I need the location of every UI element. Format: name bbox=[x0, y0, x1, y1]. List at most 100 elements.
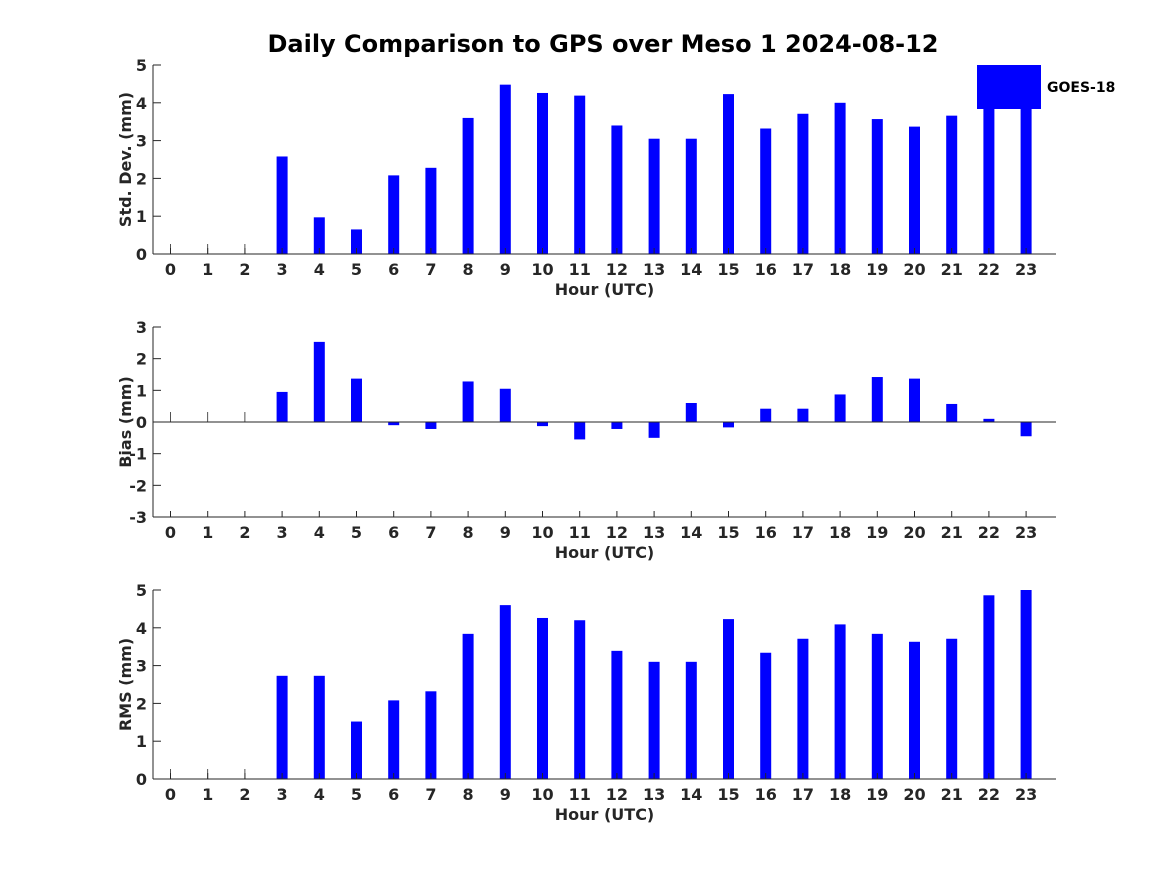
bar bbox=[425, 167, 437, 254]
x-tick-label: 9 bbox=[500, 260, 511, 279]
bar bbox=[723, 422, 734, 428]
bar bbox=[276, 675, 288, 779]
bar bbox=[834, 394, 846, 422]
x-tick-label: 14 bbox=[680, 785, 702, 804]
bar bbox=[388, 422, 400, 426]
bar bbox=[351, 378, 362, 422]
x-tick-label: 14 bbox=[680, 260, 702, 279]
x-tick-label: 0 bbox=[165, 785, 176, 804]
y-tick-label: 2 bbox=[136, 694, 147, 713]
x-tick-label: 2 bbox=[239, 260, 250, 279]
x-tick-label: 2 bbox=[239, 785, 250, 804]
x-tick-label: 14 bbox=[680, 523, 702, 542]
bar bbox=[351, 721, 362, 779]
x-tick-label: 16 bbox=[755, 260, 777, 279]
x-tick-label: 15 bbox=[717, 785, 739, 804]
x-tick-label: 0 bbox=[165, 523, 176, 542]
x-tick-label: 19 bbox=[866, 260, 888, 279]
bar bbox=[574, 620, 586, 779]
bar bbox=[574, 95, 586, 254]
y-tick-label: 1 bbox=[136, 381, 147, 400]
bar bbox=[909, 378, 920, 422]
x-tick-label: 3 bbox=[277, 523, 288, 542]
y-tick-label: 4 bbox=[136, 94, 147, 113]
bar bbox=[462, 381, 474, 422]
y-tick-label: -3 bbox=[129, 508, 147, 527]
x-tick-label: 20 bbox=[903, 523, 925, 542]
bar bbox=[611, 650, 623, 779]
x-tick-label: 20 bbox=[903, 785, 925, 804]
x-tick-label: 21 bbox=[941, 785, 963, 804]
bar bbox=[313, 675, 325, 779]
y-tick-label: 3 bbox=[136, 318, 147, 337]
x-tick-label: 6 bbox=[388, 523, 399, 542]
bar bbox=[425, 691, 437, 779]
x-tick-label: 23 bbox=[1015, 785, 1037, 804]
legend-label: GOES-18 bbox=[1047, 80, 1115, 96]
bar bbox=[983, 418, 995, 422]
x-tick-label: 13 bbox=[643, 785, 665, 804]
x-tick-label: 10 bbox=[531, 523, 553, 542]
x-tick-label: 12 bbox=[606, 785, 628, 804]
bar bbox=[983, 72, 995, 254]
bar bbox=[499, 605, 511, 779]
x-tick-label: 5 bbox=[351, 260, 362, 279]
x-tick-label: 5 bbox=[351, 785, 362, 804]
bar bbox=[462, 633, 474, 779]
bar bbox=[648, 422, 660, 438]
x-tick-label: 15 bbox=[717, 523, 739, 542]
x-tick-label: 12 bbox=[606, 523, 628, 542]
bar bbox=[685, 403, 697, 422]
x-tick-label: 10 bbox=[531, 785, 553, 804]
x-tick-label: 8 bbox=[463, 785, 474, 804]
bar bbox=[909, 641, 920, 779]
bar bbox=[611, 125, 623, 254]
bar bbox=[313, 217, 325, 254]
bar bbox=[685, 138, 697, 254]
y-tick-label: 4 bbox=[136, 619, 147, 638]
x-tick-label: 11 bbox=[569, 785, 591, 804]
bar bbox=[946, 403, 958, 422]
x-tick-label: 11 bbox=[569, 260, 591, 279]
bar bbox=[871, 633, 883, 779]
x-tick-label: 21 bbox=[941, 260, 963, 279]
bar bbox=[983, 595, 995, 779]
x-tick-label: 1 bbox=[202, 785, 213, 804]
legend: GOES-18 bbox=[977, 65, 1115, 109]
x-axis-label: Hour (UTC) bbox=[555, 543, 655, 562]
x-tick-label: 17 bbox=[792, 260, 814, 279]
x-tick-label: 5 bbox=[351, 523, 362, 542]
bar bbox=[946, 115, 958, 254]
x-tick-label: 7 bbox=[425, 260, 436, 279]
x-tick-label: 18 bbox=[829, 260, 851, 279]
x-tick-label: 17 bbox=[792, 785, 814, 804]
x-tick-label: 9 bbox=[500, 523, 511, 542]
x-tick-label: 2 bbox=[239, 523, 250, 542]
x-tick-label: 9 bbox=[500, 785, 511, 804]
x-tick-label: 4 bbox=[314, 523, 325, 542]
y-tick-label: 2 bbox=[136, 350, 147, 369]
bar bbox=[723, 619, 734, 779]
y-tick-label: 0 bbox=[136, 770, 147, 789]
x-tick-label: 11 bbox=[569, 523, 591, 542]
x-tick-label: 12 bbox=[606, 260, 628, 279]
y-tick-label: 3 bbox=[136, 132, 147, 151]
bar bbox=[871, 119, 883, 254]
x-tick-label: 15 bbox=[717, 260, 739, 279]
x-tick-label: 22 bbox=[978, 523, 1000, 542]
x-tick-label: 19 bbox=[866, 523, 888, 542]
bar bbox=[574, 422, 586, 440]
bar bbox=[648, 661, 660, 779]
y-tick-label: 0 bbox=[136, 413, 147, 432]
x-tick-label: 19 bbox=[866, 785, 888, 804]
y-tick-label: 1 bbox=[136, 732, 147, 751]
y-tick-label: 0 bbox=[136, 245, 147, 264]
y-axis-label: RMS (mm) bbox=[116, 638, 135, 731]
bar bbox=[648, 138, 660, 254]
bar bbox=[797, 408, 809, 422]
bar bbox=[1020, 590, 1032, 779]
x-tick-label: 7 bbox=[425, 523, 436, 542]
